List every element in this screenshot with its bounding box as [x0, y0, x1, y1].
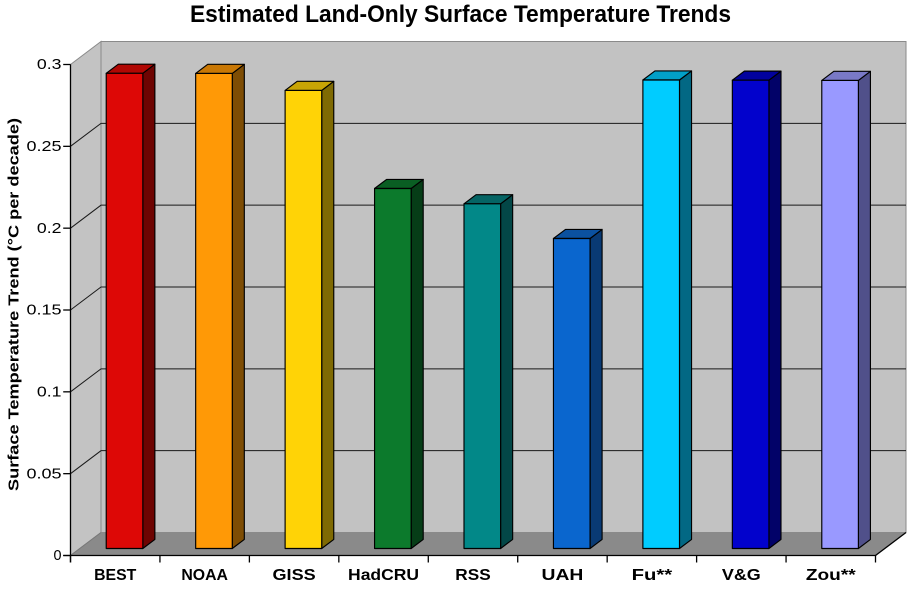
svg-text:0.3: 0.3: [37, 56, 62, 73]
svg-text:Zou**: Zou**: [806, 567, 857, 584]
svg-text:Surface Temperature Trend (°C: Surface Temperature Trend (°C per decade…: [6, 118, 23, 491]
svg-text:0.05: 0.05: [27, 465, 62, 482]
svg-text:0: 0: [54, 547, 62, 564]
svg-text:Estimated Land-Only Surface Te: Estimated Land-Only Surface Temperature …: [190, 1, 731, 28]
svg-text:GISS: GISS: [273, 567, 317, 584]
svg-text:UAH: UAH: [542, 567, 584, 584]
svg-text:0.2: 0.2: [37, 220, 62, 237]
svg-text:0.15: 0.15: [27, 302, 62, 319]
svg-text:V&G: V&G: [722, 567, 761, 584]
svg-text:HadCRU: HadCRU: [348, 567, 419, 584]
svg-text:NOAA: NOAA: [181, 567, 228, 584]
svg-text:BEST: BEST: [94, 567, 136, 584]
svg-text:0.25: 0.25: [27, 138, 62, 155]
svg-text:Fu**: Fu**: [632, 567, 674, 584]
svg-text:0.1: 0.1: [37, 384, 62, 401]
svg-text:RSS: RSS: [455, 567, 491, 584]
